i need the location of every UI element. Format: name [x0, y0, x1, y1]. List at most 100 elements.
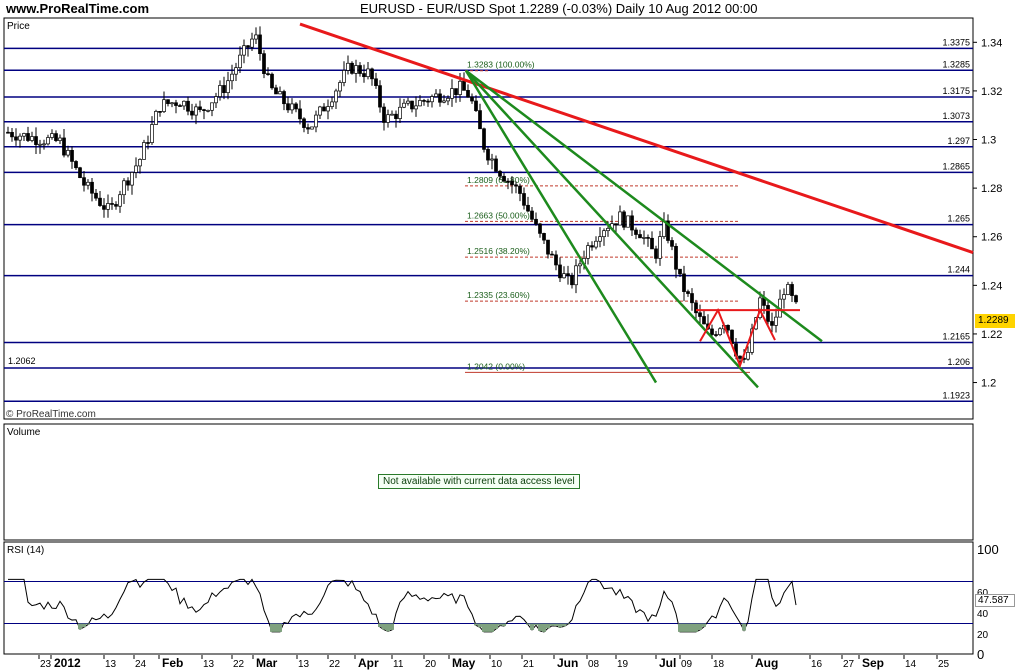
downtrend-line: [299, 22, 974, 254]
rsi-oversold-fill: [78, 623, 82, 630]
fib-label: 1.3283 (100.00%): [467, 60, 535, 70]
candle-body: [290, 103, 294, 111]
candle-body: [538, 223, 542, 234]
candle-body: [750, 328, 754, 353]
candle-body: [210, 102, 214, 111]
candle-body: [34, 136, 38, 145]
price-tick-label: 1.32: [981, 86, 1002, 98]
site-name[interactable]: www.ProRealTime.com: [6, 1, 150, 16]
candle-body: [298, 108, 302, 120]
candle-body: [382, 106, 386, 123]
rsi-oversold-fill: [502, 623, 506, 627]
time-tick-label: 16: [811, 659, 823, 670]
time-tick-label: 20: [425, 659, 437, 670]
candle-body: [158, 111, 162, 113]
candle-body: [406, 100, 410, 104]
candle-body: [86, 181, 90, 186]
fib-label: 1.2335 (23.60%): [467, 290, 530, 300]
time-tick-label: May: [452, 656, 476, 670]
candle-body: [90, 181, 94, 194]
candle-body: [794, 295, 798, 303]
candle-body: [162, 99, 166, 112]
candle-body: [446, 98, 450, 102]
candle-body: [726, 324, 730, 331]
candle-body: [470, 96, 474, 102]
time-tick-label: 11: [393, 659, 404, 670]
candle-body: [378, 85, 382, 108]
candle-body: [790, 284, 794, 296]
candle-body: [422, 100, 426, 102]
candle-body: [494, 158, 498, 172]
candle-body: [554, 254, 558, 266]
candle-body: [326, 106, 330, 112]
candle-body: [786, 284, 790, 295]
candle-body: [94, 192, 98, 199]
candle-body: [770, 321, 774, 326]
rsi-tick-label: 100: [977, 542, 999, 557]
candle-body: [570, 275, 574, 286]
candle-body: [14, 136, 18, 141]
candle-body: [562, 273, 566, 279]
candle-body: [450, 88, 454, 99]
time-tick-label: 10: [491, 659, 503, 670]
candle-body: [282, 91, 286, 105]
rsi-oversold-fill: [690, 623, 694, 632]
candle-body: [38, 143, 42, 146]
rsi-oversold-fill: [698, 623, 702, 630]
rsi-oversold-fill: [562, 623, 566, 627]
candle-body: [642, 237, 646, 239]
candle-body: [118, 194, 122, 207]
price-tick-label: 1.28: [981, 183, 1002, 195]
candle-body: [246, 45, 250, 48]
candle-body: [278, 91, 282, 95]
current-price-badge: 1.2289: [975, 314, 1015, 328]
candle-body: [322, 106, 326, 112]
candle-body: [546, 239, 550, 255]
candle-body: [702, 316, 706, 325]
price-tick-label: 1.24: [981, 280, 1002, 292]
candle-body: [182, 100, 186, 107]
candle-body: [602, 230, 606, 238]
candle-body: [414, 105, 418, 110]
rsi-oversold-fill: [82, 623, 86, 628]
time-tick-label: Sep: [862, 656, 884, 670]
candle-body: [198, 106, 202, 110]
candle-body: [634, 229, 638, 235]
candle-body: [174, 102, 178, 106]
candle-body: [650, 237, 654, 250]
gann-fan-line: [464, 70, 658, 384]
candle-body: [526, 204, 530, 212]
fib-label: 1.2042 (0.00%): [467, 361, 525, 371]
rsi-oversold-fill: [274, 623, 278, 632]
level-label: 1.3073: [942, 111, 970, 121]
time-tick-label: 23: [40, 659, 52, 670]
candle-body: [586, 245, 590, 259]
candle-body: [50, 133, 54, 138]
chart-title: EURUSD - EUR/USD Spot 1.2289 (-0.03%) Da…: [360, 1, 758, 16]
candle-body: [598, 236, 602, 242]
price-tick-label: 1.3: [981, 135, 996, 147]
candle-body: [718, 328, 722, 336]
time-tick-label: Feb: [162, 656, 183, 670]
candle-body: [194, 106, 198, 116]
gann-fan-line: [465, 69, 823, 343]
candle-body: [558, 264, 562, 279]
candle-body: [266, 73, 270, 75]
candle-body: [630, 215, 634, 231]
price-tick-label: 1.2: [981, 378, 996, 390]
candle-body: [682, 273, 686, 292]
candle-body: [626, 215, 630, 228]
rsi-tick-label: 40: [977, 609, 989, 620]
candle-body: [58, 137, 62, 141]
rsi-oversold-fill: [558, 623, 562, 628]
candle-body: [514, 184, 518, 187]
candle-body: [622, 211, 626, 228]
candle-body: [398, 106, 402, 119]
rsi-value-badge: 47.587: [975, 594, 1015, 607]
level-label: 1.206: [947, 357, 970, 367]
candle-body: [678, 268, 682, 275]
candle-body: [22, 133, 26, 137]
candle-body: [402, 102, 406, 108]
time-tick-label: 27: [843, 659, 855, 670]
candle-body: [354, 65, 358, 74]
